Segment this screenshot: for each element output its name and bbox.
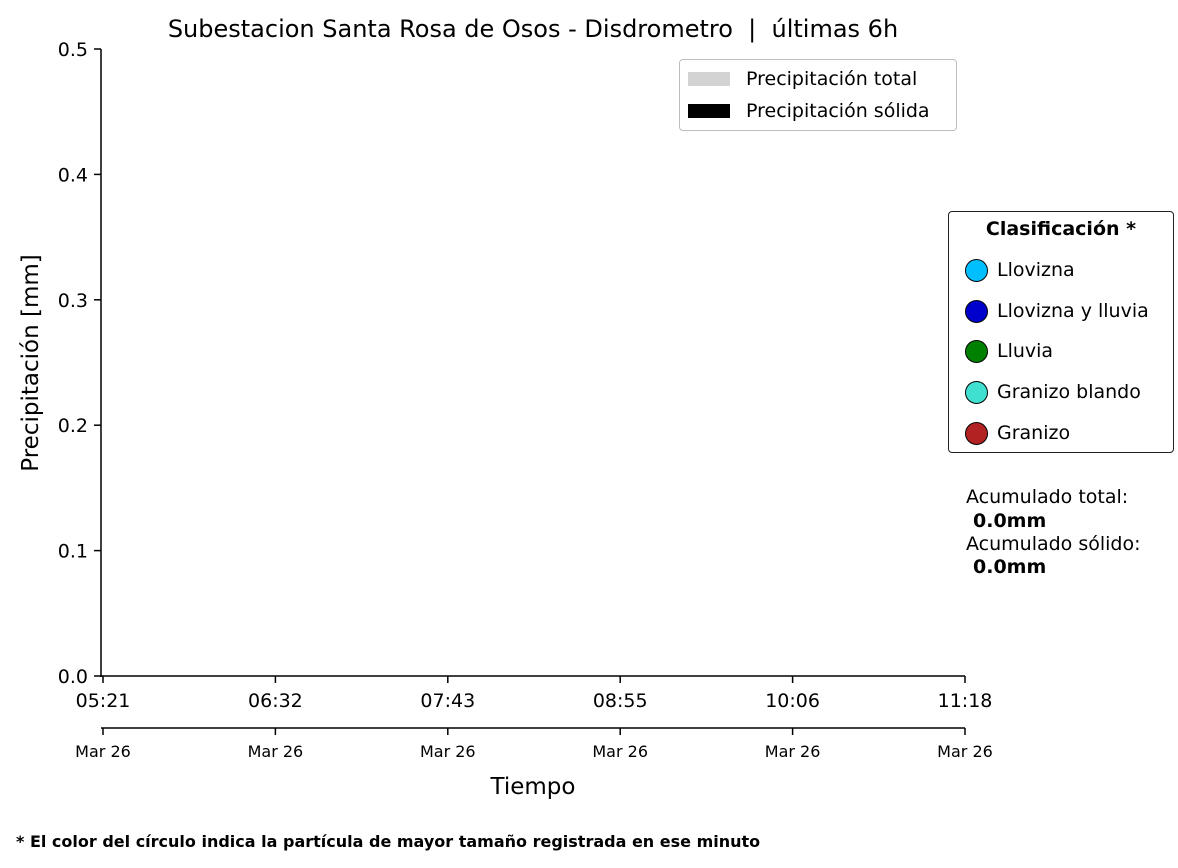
classification-dot bbox=[965, 380, 988, 404]
legend-swatch-solid bbox=[688, 104, 730, 118]
legend-label-total: Precipitación total bbox=[746, 68, 918, 90]
y-axis-label: Precipitación [mm] bbox=[18, 254, 44, 471]
accumulated-total-value: 0.0mm bbox=[973, 510, 1047, 532]
footnote: * El color del círculo indica la partícu… bbox=[16, 832, 761, 851]
classification-label: Granizo blando bbox=[997, 381, 1141, 403]
x-tick-label-time: 06:32 bbox=[248, 690, 303, 712]
y-tick-label: 0.3 bbox=[58, 290, 88, 312]
x-tick-label-date: Mar 26 bbox=[75, 742, 131, 761]
accumulated-solid-value: 0.0mm bbox=[973, 556, 1047, 578]
classification-label: Lluvia bbox=[997, 340, 1054, 362]
x-ticks: 05:21 Mar 26 06:32 Mar 26 07:43 Mar 26 08:55 Ma… bbox=[75, 676, 993, 761]
y-tick-label: 0.1 bbox=[58, 541, 88, 563]
y-ticks: 0.0 0.1 0.2 0.3 0.4 0.5 bbox=[58, 39, 101, 688]
x-tick-label-time: 07:43 bbox=[420, 690, 475, 712]
classification-item-llovizna: Llovizna bbox=[965, 256, 1075, 284]
accumulated-total-label: Acumulado total: bbox=[966, 486, 1129, 508]
x-tick-label-date: Mar 26 bbox=[937, 742, 993, 761]
legend-swatch-total bbox=[688, 72, 730, 86]
x-tick-label-date: Mar 26 bbox=[420, 742, 476, 761]
classification-dot bbox=[965, 339, 988, 363]
x-tick-label-time: 08:55 bbox=[593, 690, 648, 712]
classification-label: Llovizna bbox=[997, 259, 1075, 281]
classification-legend: Clasificación * Llovizna Llovizna y lluv… bbox=[948, 211, 1174, 453]
chart-title: Subestacion Santa Rosa de Osos - Disdrom… bbox=[168, 15, 898, 43]
x-tick-label-date: Mar 26 bbox=[592, 742, 648, 761]
classification-item-llovizna-y-lluvia: Llovizna y lluvia bbox=[965, 297, 1149, 325]
legend-label-solid: Precipitación sólida bbox=[746, 100, 930, 122]
x-tick-label-time: 10:06 bbox=[765, 690, 820, 712]
classification-label: Llovizna y lluvia bbox=[997, 300, 1149, 322]
classification-label: Granizo bbox=[997, 422, 1071, 444]
classification-item-granizo: Granizo bbox=[965, 419, 1070, 447]
series-legend: Precipitación total Precipitación sólida bbox=[679, 59, 957, 131]
x-tick-label-date: Mar 26 bbox=[248, 742, 304, 761]
classification-legend-title: Clasificación * bbox=[985, 218, 1137, 240]
y-tick-label: 0.2 bbox=[58, 415, 88, 437]
classification-dot bbox=[965, 299, 988, 323]
y-tick-label: 0.5 bbox=[58, 39, 88, 61]
y-tick-label: 0.4 bbox=[58, 164, 88, 186]
classification-dot bbox=[965, 258, 988, 282]
x-tick-label-time: 05:21 bbox=[76, 690, 131, 712]
classification-item-granizo-blando: Granizo blando bbox=[965, 378, 1141, 406]
x-tick-label-date: Mar 26 bbox=[765, 742, 821, 761]
classification-item-lluvia: Lluvia bbox=[965, 337, 1053, 365]
accumulated-solid-label: Acumulado sólido: bbox=[966, 533, 1141, 555]
y-tick-label: 0.0 bbox=[58, 666, 88, 688]
x-tick-label-time: 11:18 bbox=[938, 690, 993, 712]
x-axis-label: Tiempo bbox=[490, 774, 576, 800]
classification-dot bbox=[965, 421, 988, 445]
